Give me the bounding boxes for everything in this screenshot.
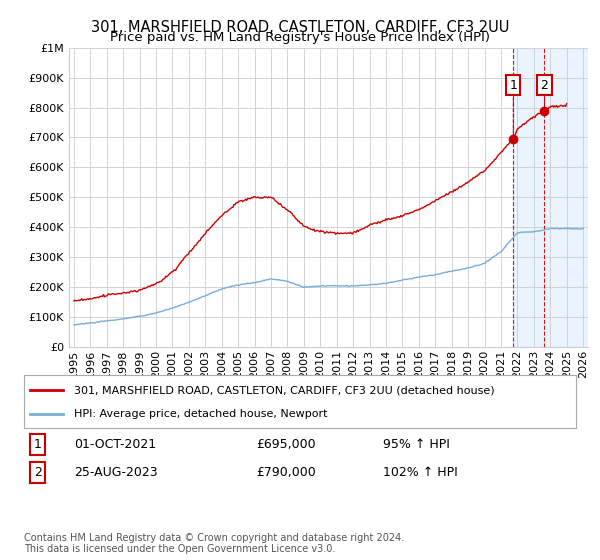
Text: 1: 1 — [34, 438, 42, 451]
Text: HPI: Average price, detached house, Newport: HPI: Average price, detached house, Newp… — [74, 408, 327, 418]
Text: 25-AUG-2023: 25-AUG-2023 — [74, 466, 157, 479]
Text: 95% ↑ HPI: 95% ↑ HPI — [383, 438, 449, 451]
Text: 1: 1 — [509, 78, 517, 136]
Text: £790,000: £790,000 — [256, 466, 316, 479]
Text: 301, MARSHFIELD ROAD, CASTLETON, CARDIFF, CF3 2UU: 301, MARSHFIELD ROAD, CASTLETON, CARDIFF… — [91, 20, 509, 35]
Text: Contains HM Land Registry data © Crown copyright and database right 2024.
This d: Contains HM Land Registry data © Crown c… — [24, 533, 404, 554]
Text: £695,000: £695,000 — [256, 438, 316, 451]
Bar — [513, 48, 588, 347]
Text: Price paid vs. HM Land Registry's House Price Index (HPI): Price paid vs. HM Land Registry's House … — [110, 31, 490, 44]
Text: 01-OCT-2021: 01-OCT-2021 — [74, 438, 156, 451]
Text: 301, MARSHFIELD ROAD, CASTLETON, CARDIFF, CF3 2UU (detached house): 301, MARSHFIELD ROAD, CASTLETON, CARDIFF… — [74, 385, 494, 395]
Text: 2: 2 — [541, 78, 548, 108]
Text: 102% ↑ HPI: 102% ↑ HPI — [383, 466, 458, 479]
Text: 2: 2 — [34, 466, 42, 479]
